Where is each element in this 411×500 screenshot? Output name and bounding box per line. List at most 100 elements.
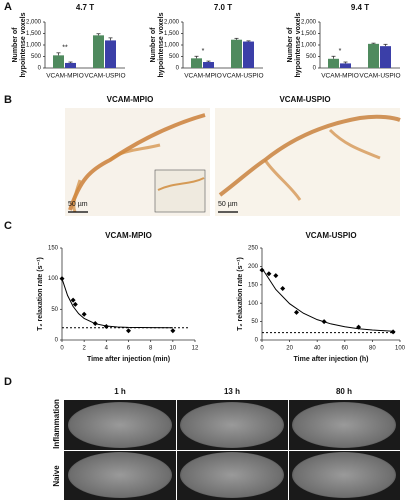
- y-tick-label: 50: [251, 319, 258, 325]
- chart-title: 4.7 T: [76, 3, 94, 12]
- y-tick-label: 1,000: [301, 43, 317, 49]
- y-tick-label: 500: [169, 54, 180, 60]
- y-tick-label: 500: [31, 54, 42, 60]
- micrograph-title: VCAM-USPIO: [279, 95, 330, 104]
- data-point: [321, 319, 327, 325]
- data-point: [273, 273, 279, 279]
- data-point: [390, 329, 396, 335]
- y-axis-label: hypointense voxels: [158, 12, 165, 77]
- bar: [231, 39, 242, 68]
- data-point: [280, 285, 286, 291]
- panel-label: A: [4, 1, 12, 13]
- bar: [105, 40, 116, 68]
- x-tick-label: VCAM-MPIO: [46, 73, 84, 80]
- bar: [380, 46, 391, 68]
- panel-label: B: [4, 94, 12, 106]
- chart-title: VCAM-MPIO: [105, 231, 152, 240]
- y-axis-label: T₂ relaxation rate (s⁻¹): [37, 257, 44, 331]
- y-tick-label: 0: [176, 66, 180, 72]
- data-point: [103, 324, 109, 330]
- bar: [191, 58, 202, 68]
- data-point: [259, 267, 265, 273]
- significance-label: **: [62, 45, 68, 52]
- y-tick-label: 2,000: [301, 20, 317, 26]
- y-tick-label: 0: [255, 338, 259, 344]
- bar: [340, 63, 351, 68]
- y-tick-label: 500: [306, 54, 317, 60]
- y-tick-label: 1,000: [164, 43, 180, 49]
- x-tick-label: 40: [314, 346, 321, 352]
- x-axis-label: Time after injection (h): [294, 356, 369, 363]
- y-tick-label: 150: [48, 246, 59, 252]
- x-tick-label: 80: [369, 346, 376, 352]
- y-tick-label: 50: [51, 307, 58, 313]
- data-point: [294, 309, 299, 315]
- x-tick-label: VCAM-USPIO: [359, 73, 400, 80]
- bar: [93, 35, 104, 68]
- mri-grid: [64, 400, 400, 500]
- mri-column-title: 80 h: [336, 387, 352, 396]
- mri-column-title: 1 h: [114, 387, 126, 396]
- x-tick-label: 0: [60, 346, 64, 352]
- x-tick-label: 20: [286, 346, 293, 352]
- fit-curve: [61, 278, 173, 329]
- data-point: [81, 311, 87, 317]
- bar: [328, 58, 339, 68]
- y-tick-label: 100: [48, 276, 59, 282]
- y-axis-label: Number of: [287, 27, 294, 63]
- y-tick-label: 1,500: [164, 31, 180, 37]
- chart-title: 7.0 T: [214, 3, 232, 12]
- fit-curve: [261, 267, 394, 332]
- data-point: [126, 328, 131, 334]
- data-point: [356, 324, 362, 330]
- panel-label: C: [4, 220, 12, 232]
- x-tick-label: VCAM-USPIO: [222, 73, 263, 80]
- data-point: [59, 276, 65, 282]
- y-axis-label: hypointense voxels: [20, 12, 27, 77]
- x-tick-label: 4: [105, 346, 109, 352]
- scale-bar-label: 50 µm: [218, 201, 238, 208]
- significance-label: *: [202, 48, 205, 55]
- scale-bar-label: 50 µm: [68, 201, 88, 208]
- y-tick-label: 2,000: [26, 20, 42, 26]
- y-axis-label: Number of: [12, 27, 19, 63]
- y-tick-label: 0: [38, 66, 42, 72]
- bar: [65, 62, 76, 68]
- micrograph-title: VCAM-MPIO: [107, 95, 154, 104]
- x-tick-label: 0: [260, 346, 264, 352]
- mri-column-title: 13 h: [224, 387, 240, 396]
- data-point: [70, 297, 76, 303]
- y-tick-label: 250: [248, 246, 259, 252]
- data-point: [72, 301, 78, 307]
- data-point: [92, 320, 98, 326]
- x-tick-label: 6: [127, 346, 131, 352]
- bar: [243, 41, 254, 68]
- significance-label: *: [339, 48, 342, 55]
- y-tick-label: 0: [313, 66, 317, 72]
- mri-row-title: Naive: [52, 465, 61, 487]
- mri-row-title: Inflammation: [52, 399, 61, 449]
- y-tick-label: 200: [248, 264, 259, 270]
- x-tick-label: VCAM-USPIO: [84, 73, 125, 80]
- x-tick-label: VCAM-MPIO: [321, 73, 359, 80]
- bar: [203, 62, 214, 68]
- bar: [368, 43, 379, 68]
- data-point: [170, 328, 176, 334]
- chart-title: 9.4 T: [351, 3, 369, 12]
- y-tick-label: 100: [248, 301, 259, 307]
- y-tick-label: 1,500: [301, 31, 317, 37]
- chart-title: VCAM-USPIO: [305, 231, 356, 240]
- x-tick-label: 100: [395, 346, 406, 352]
- x-axis-label: Time after injection (min): [87, 356, 170, 363]
- y-tick-label: 150: [248, 282, 259, 288]
- y-tick-label: 1,500: [26, 31, 42, 37]
- x-tick-label: 8: [149, 346, 153, 352]
- micrograph: [215, 108, 401, 216]
- y-tick-label: 1,000: [26, 43, 42, 49]
- x-tick-label: 12: [192, 346, 199, 352]
- y-tick-label: 2,000: [164, 20, 180, 26]
- micrograph: [65, 108, 210, 216]
- x-tick-label: 60: [341, 346, 348, 352]
- y-tick-label: 0: [55, 338, 59, 344]
